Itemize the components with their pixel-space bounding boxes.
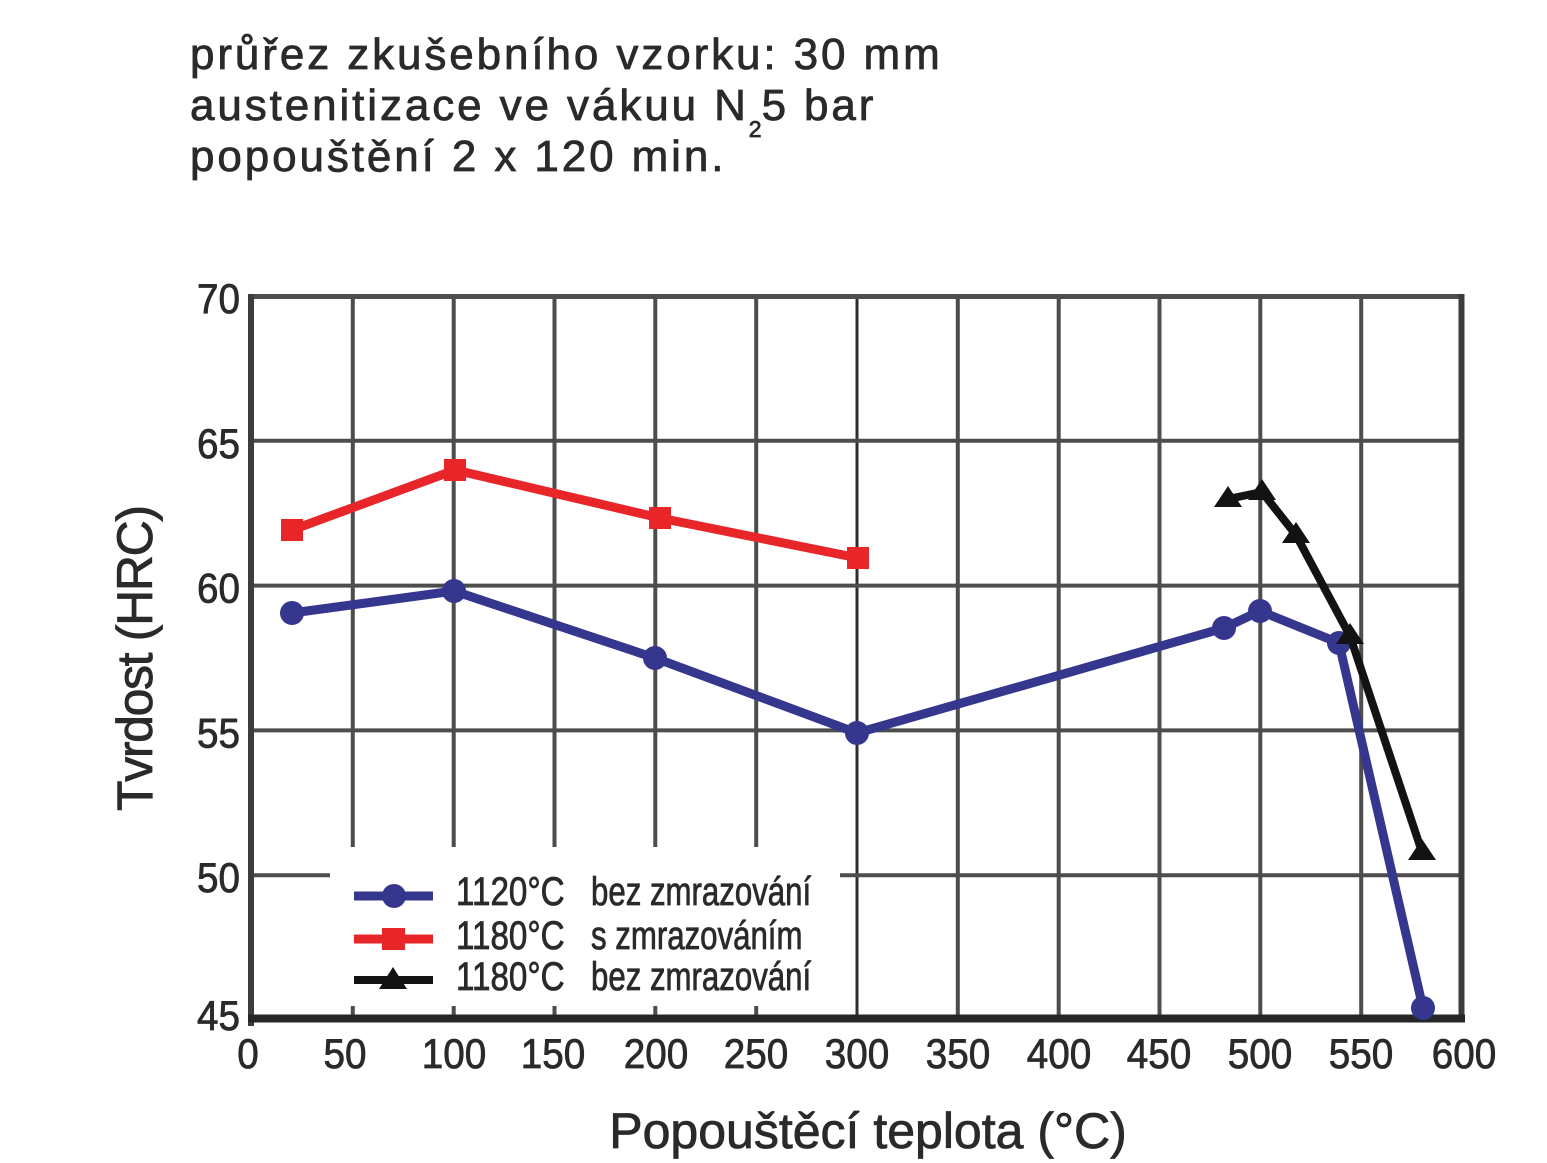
svg-text:100: 100 xyxy=(422,1029,486,1077)
svg-text:1180°C: 1180°C xyxy=(456,913,565,958)
svg-text:250: 250 xyxy=(724,1029,788,1077)
svg-text:60: 60 xyxy=(197,564,240,612)
svg-text:1120°C: 1120°C xyxy=(456,869,565,914)
svg-text:600: 600 xyxy=(1432,1029,1496,1077)
svg-text:300: 300 xyxy=(825,1029,889,1077)
svg-text:bez zmrazování: bez zmrazování xyxy=(591,954,811,999)
svg-text:s zmrazováním: s zmrazováním xyxy=(591,913,802,958)
svg-text:350: 350 xyxy=(926,1029,990,1077)
svg-text:70: 70 xyxy=(197,274,240,322)
svg-text:Tvrdost (HRC): Tvrdost (HRC) xyxy=(107,505,163,811)
svg-text:45: 45 xyxy=(197,991,240,1039)
svg-text:500: 500 xyxy=(1228,1029,1292,1077)
svg-text:550: 550 xyxy=(1329,1029,1393,1077)
svg-text:Popouštěcí teplota (°C): Popouštěcí teplota (°C) xyxy=(609,1103,1126,1159)
svg-text:0: 0 xyxy=(237,1029,258,1077)
svg-text:400: 400 xyxy=(1027,1029,1091,1077)
svg-text:200: 200 xyxy=(624,1029,688,1077)
svg-text:55: 55 xyxy=(197,709,240,757)
svg-text:bez zmrazování: bez zmrazování xyxy=(591,869,811,914)
svg-text:150: 150 xyxy=(521,1029,585,1077)
svg-text:450: 450 xyxy=(1127,1029,1191,1077)
svg-text:50: 50 xyxy=(197,854,240,902)
svg-text:1180°C: 1180°C xyxy=(456,954,565,999)
svg-text:50: 50 xyxy=(324,1029,367,1077)
svg-text:65: 65 xyxy=(197,419,240,467)
